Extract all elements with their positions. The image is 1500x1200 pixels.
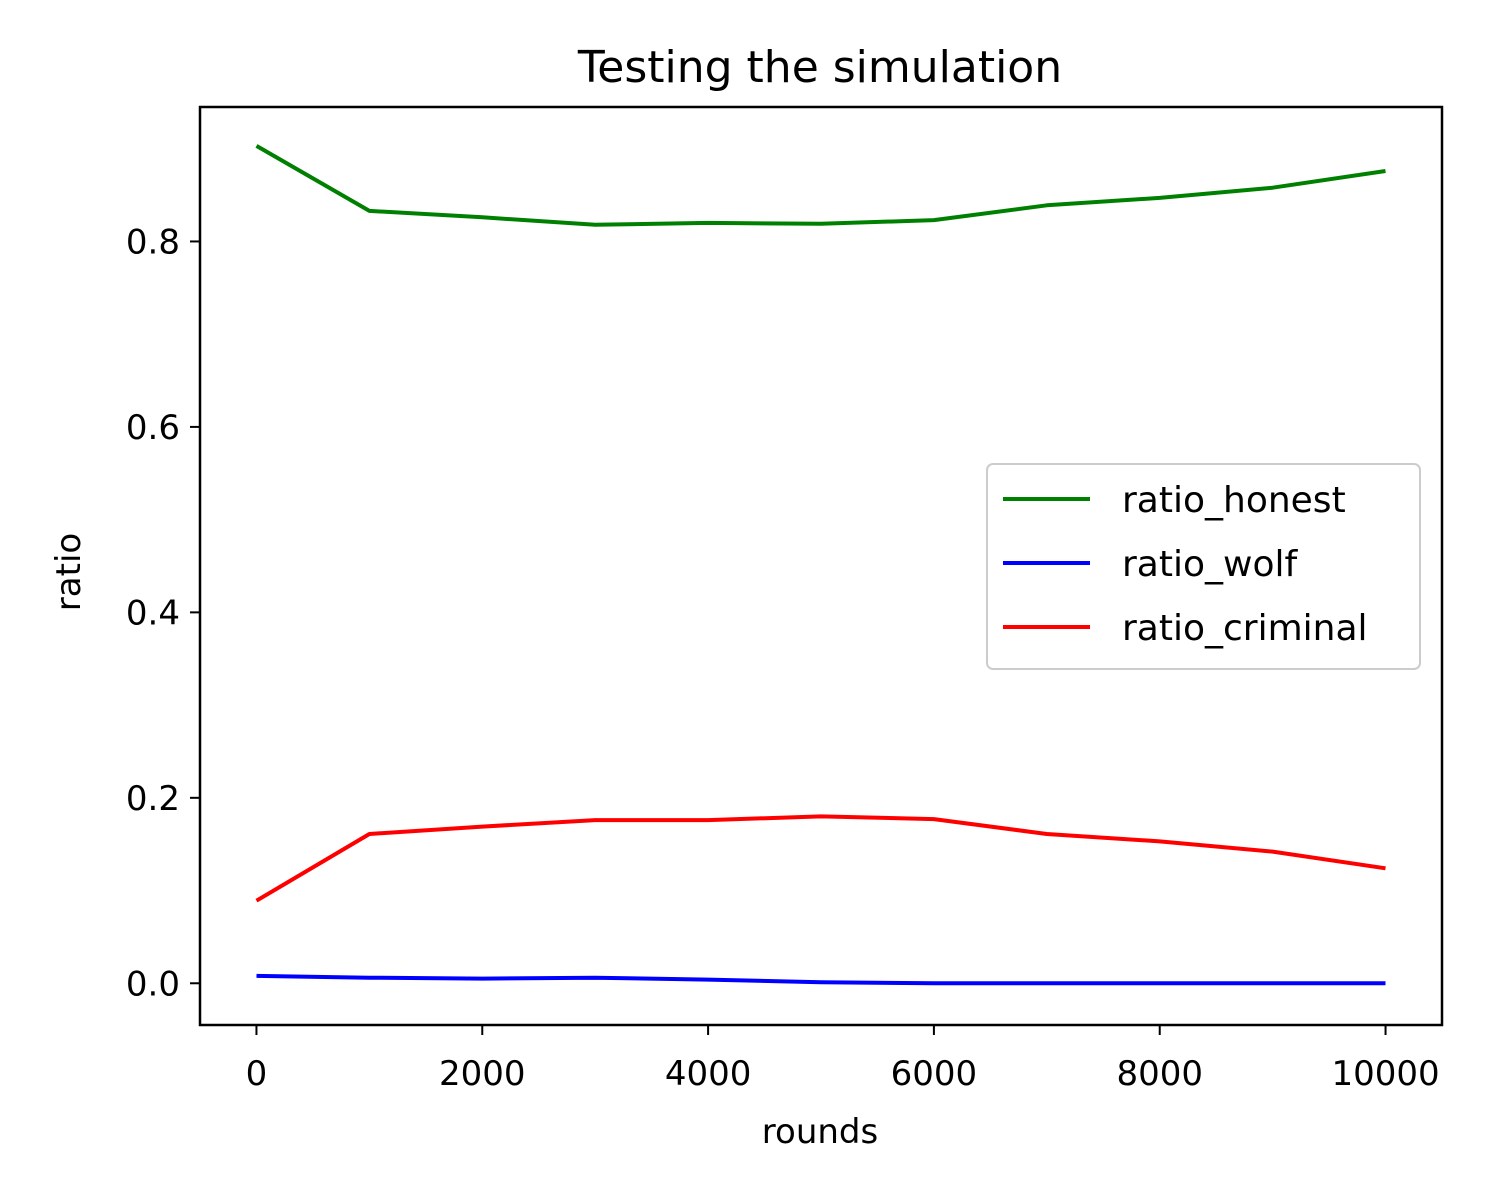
legend-label: ratio_wolf <box>1122 544 1298 585</box>
x-tick-label: 10000 <box>1331 1054 1439 1094</box>
y-tick-label: 0.0 <box>126 964 180 1004</box>
plot-area <box>255 144 1386 986</box>
x-tick-label: 8000 <box>1116 1054 1203 1094</box>
x-tick-label: 0 <box>246 1054 268 1094</box>
x-axis-label: rounds <box>762 1112 878 1152</box>
x-axis: 0 2000 4000 6000 8000 10000 <box>246 1025 1440 1094</box>
y-axis-label: ratio <box>49 533 89 611</box>
series-line-ratio_criminal <box>255 814 1386 903</box>
y-tick-label: 0.2 <box>126 779 180 819</box>
y-tick-label: 0.6 <box>126 408 180 448</box>
x-tick-label: 2000 <box>439 1054 526 1094</box>
series-line-ratio_wolf <box>256 973 1386 986</box>
y-axis: 0.0 0.2 0.4 0.6 0.8 <box>126 222 200 1004</box>
y-tick-label: 0.4 <box>126 593 180 633</box>
chart-title: Testing the simulation <box>577 42 1062 93</box>
legend: ratio_honest ratio_wolf ratio_criminal <box>986 463 1421 670</box>
x-tick-label: 4000 <box>665 1054 752 1094</box>
legend-box <box>986 463 1421 670</box>
series-line-ratio_honest <box>255 144 1386 227</box>
plot-frame <box>198 105 1444 1027</box>
legend-label: ratio_criminal <box>1122 608 1368 649</box>
legend-label: ratio_honest <box>1122 480 1346 521</box>
y-tick-label: 0.8 <box>126 222 180 262</box>
x-tick-label: 6000 <box>891 1054 978 1094</box>
